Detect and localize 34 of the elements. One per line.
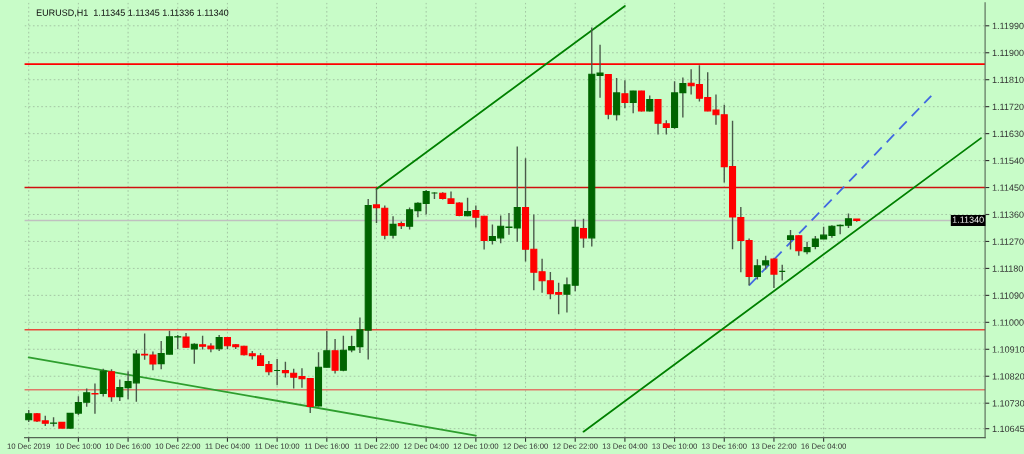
candlestick <box>637 90 645 113</box>
y-tick-label: 1.11270 <box>992 238 1024 245</box>
y-tick-label: 1.10820 <box>992 373 1024 380</box>
y-tick-label: 1.11000 <box>992 319 1024 326</box>
y-tick-label: 1.11990 <box>992 22 1024 30</box>
ref-line-label: 1.11340 <box>952 216 984 223</box>
candlestick <box>389 215 397 240</box>
candlestick <box>786 229 795 251</box>
y-tick-label: 1.10645 <box>992 425 1024 433</box>
y-tick-label: 1.11360 <box>992 211 1024 218</box>
y-tick-label: 1.11090 <box>992 292 1024 299</box>
candlestick <box>331 338 339 375</box>
y-tick-label: 1.11180 <box>992 265 1023 272</box>
candlestick <box>795 234 803 257</box>
y-tick-label: 1.11900 <box>992 49 1024 57</box>
candlestick <box>621 79 629 109</box>
candlestick <box>770 257 778 289</box>
candlestick <box>579 217 588 249</box>
candlestick <box>99 368 107 398</box>
y-tick-label: 1.10910 <box>992 346 1024 353</box>
candlestick <box>472 204 480 229</box>
candlestick <box>372 188 381 224</box>
candlestick <box>190 342 198 365</box>
candlestick <box>629 90 637 114</box>
y-tick-label: 1.11450 <box>992 184 1024 191</box>
candlestick <box>613 77 621 122</box>
y-tick-label: 1.11540 <box>992 157 1024 164</box>
y-tick-label: 1.11630 <box>992 130 1024 137</box>
y-tick-label: 1.11810 <box>992 76 1024 84</box>
text: EURUSD,H1 1.11345 1.11345 1.11336 1.11340 <box>36 9 229 17</box>
y-tick-label: 1.11720 <box>992 103 1024 111</box>
y-tick-label: 1.10730 <box>992 400 1024 407</box>
candlestick <box>753 258 761 281</box>
candlestick <box>91 382 99 415</box>
